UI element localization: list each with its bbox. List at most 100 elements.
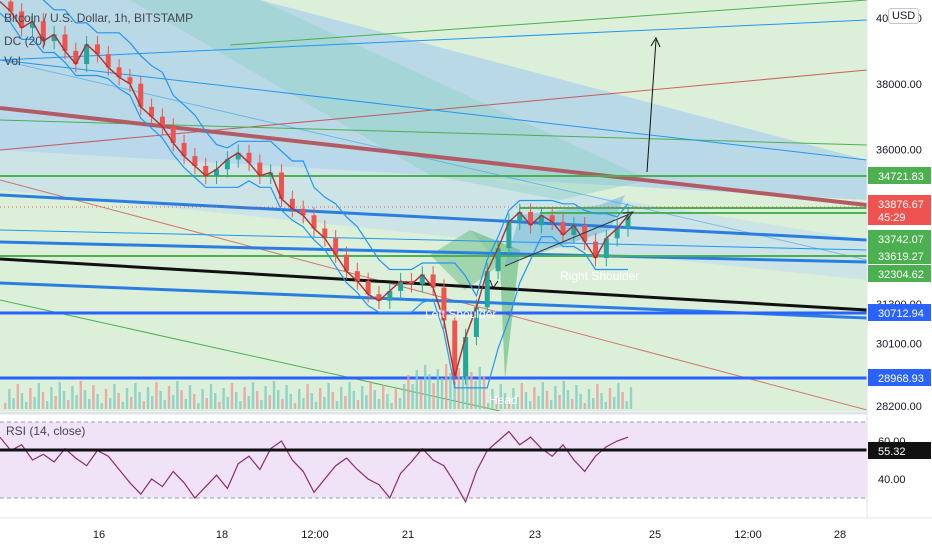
- candle-body: [473, 307, 479, 337]
- volume-bar: [550, 400, 553, 409]
- volume-bar: [310, 393, 313, 409]
- volume-bar: [617, 383, 620, 409]
- candle-body: [430, 274, 436, 288]
- volume-bar: [356, 400, 360, 409]
- volume-bar: [8, 389, 11, 409]
- candle-body: [603, 238, 609, 259]
- candle-body: [376, 294, 382, 301]
- candle-body: [549, 215, 555, 222]
- price-label-text: 34721.83: [878, 171, 924, 183]
- indicator-vol-label[interactable]: Vol: [4, 54, 21, 68]
- volume-bar: [583, 403, 586, 409]
- volume-bar: [592, 398, 595, 409]
- volume-bar: [348, 382, 351, 409]
- time-axis-tick: 12:00: [734, 529, 762, 541]
- volume-bar: [159, 391, 162, 409]
- price-label-box: [868, 304, 931, 321]
- volume-bar: [188, 385, 192, 409]
- volume-bar: [487, 403, 490, 409]
- candle-body: [322, 228, 328, 239]
- price-label-text: 28968.93: [878, 373, 924, 385]
- volume-bar: [298, 389, 301, 409]
- price-label-text: 33619.27: [878, 251, 924, 263]
- candle-body: [484, 271, 490, 308]
- volume-bar: [411, 384, 414, 409]
- right-shoulder-label: Right Shoulder: [560, 269, 639, 283]
- time-axis-tick: 12:00: [301, 529, 329, 541]
- price-axis-tick: 38000.00: [876, 79, 922, 91]
- time-axis[interactable]: [0, 518, 932, 550]
- volume-bar: [109, 398, 112, 409]
- volume-bar: [218, 402, 221, 409]
- volume-bar: [327, 383, 330, 409]
- volume-bar: [251, 382, 255, 409]
- candle-body: [170, 126, 176, 143]
- volume-bar: [587, 389, 591, 409]
- volume-bar: [373, 390, 376, 409]
- volume-bar: [54, 396, 57, 409]
- price-label-box: [868, 230, 931, 247]
- candle-body: [571, 225, 577, 236]
- volume-bar: [121, 402, 124, 409]
- candle-body: [138, 83, 144, 107]
- drawings-layer: [0, 0, 867, 411]
- volume-bar: [386, 394, 389, 409]
- volume-bar: [146, 387, 150, 409]
- volume-bar: [79, 381, 82, 409]
- candle-body: [408, 281, 414, 285]
- volume-bar: [230, 383, 234, 409]
- volume-bar: [176, 381, 179, 409]
- volume-bar: [600, 393, 603, 409]
- volume-bar: [608, 388, 612, 409]
- volume-bar: [163, 400, 166, 409]
- candle-body: [84, 44, 90, 65]
- volume-bar: [306, 384, 309, 409]
- volume-bar: [562, 381, 565, 409]
- price-label-text: 32304.62: [878, 269, 924, 281]
- donchian-upper-band: [42, 0, 629, 298]
- volume-bar: [491, 389, 494, 409]
- blue-trendline-1: [0, 193, 867, 242]
- candle-body: [62, 34, 68, 51]
- volume-bar: [436, 369, 439, 409]
- indicator-dc-label[interactable]: DC (20): [4, 34, 47, 48]
- volume-bar: [470, 372, 473, 409]
- volume-bar: [407, 375, 410, 409]
- volume-bar: [331, 392, 334, 409]
- volume-bar: [96, 394, 99, 409]
- volume-bar: [205, 398, 208, 409]
- price-label-box: [868, 167, 931, 184]
- candle-body: [582, 225, 588, 242]
- volume-bar: [142, 401, 145, 409]
- candle-body: [192, 156, 198, 166]
- volume-bar: [4, 403, 7, 409]
- currency-button[interactable]: USD: [888, 8, 920, 24]
- volume-bars: [4, 363, 633, 409]
- volume-bar: [344, 396, 347, 409]
- candle-body: [354, 271, 360, 282]
- candle-body: [224, 159, 230, 170]
- volume-bar: [226, 397, 229, 409]
- candle-body: [235, 152, 241, 160]
- volume-bar: [512, 388, 515, 409]
- candle-body: [127, 77, 133, 84]
- volume-bar: [104, 389, 108, 409]
- candle-body: [463, 336, 469, 377]
- volume-bar: [272, 381, 276, 409]
- volume-bar: [432, 383, 435, 409]
- volume-bar: [613, 397, 616, 409]
- volume-bar: [243, 387, 246, 409]
- volume-bar: [46, 401, 49, 409]
- price-label-box: [868, 247, 931, 264]
- volume-bar: [167, 386, 171, 409]
- volume-bar: [260, 400, 263, 409]
- candle-body: [51, 34, 57, 42]
- volume-bar: [25, 402, 28, 409]
- candle-body: [593, 241, 599, 259]
- volume-bar: [117, 393, 120, 409]
- volume-bar: [365, 395, 368, 409]
- symbol-title: Bitcoin / U.S. Dollar, 1h, BITSTAMP: [4, 11, 194, 25]
